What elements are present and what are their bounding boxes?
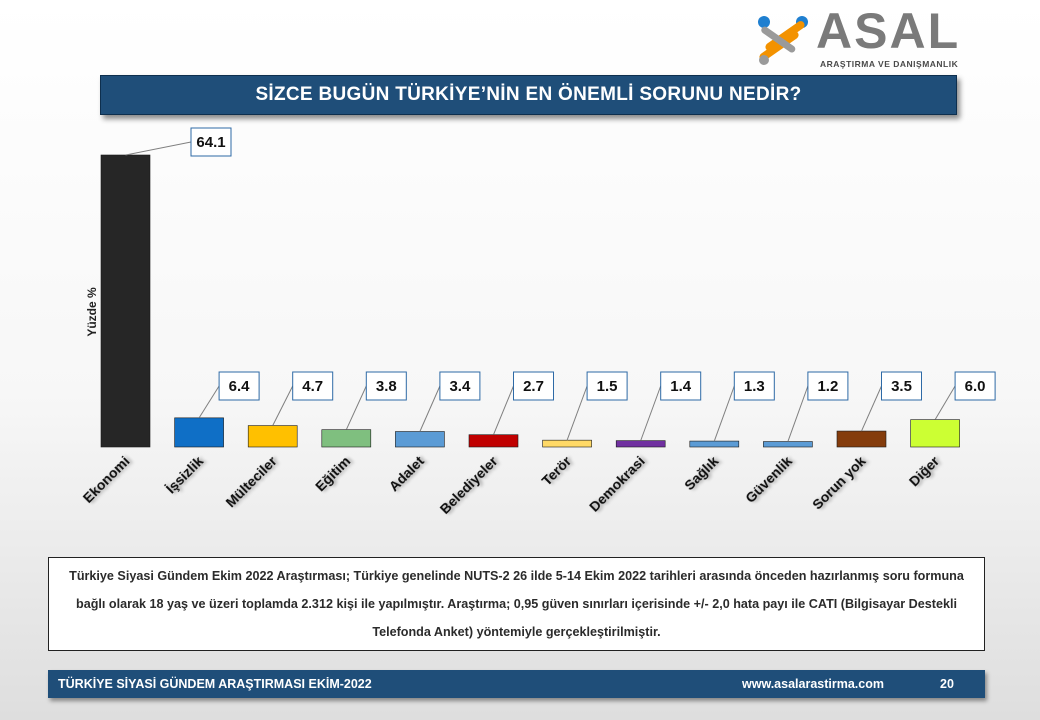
page-title: SİZCE BUGÜN TÜRKİYE’NİN EN ÖNEMLİ SORUNU… <box>255 84 802 105</box>
leader-line-sorun-yok <box>861 385 882 432</box>
bar-sorun-yok <box>836 430 887 448</box>
leader-line-belediyeler <box>493 385 514 435</box>
x-tick-label-güvenlik: Güvenlik <box>742 453 795 506</box>
methodology-note-text: Türkiye Siyasi Gündem Ekim 2022 Araştırm… <box>69 569 964 639</box>
data-label-box-ekonomi <box>190 127 232 157</box>
x-tick-label-sorun-yok: Sorun yok <box>809 453 869 513</box>
x-tick-label-adalet: Adalet <box>385 453 427 495</box>
leader-line-i̇şsizlik <box>198 385 220 419</box>
data-label-demokrasi: 1.4 <box>670 378 692 395</box>
data-label-box-demokrasi <box>660 371 702 401</box>
data-label-terör: 1.5 <box>597 378 618 395</box>
data-label-eğitim: 3.8 <box>376 378 397 395</box>
data-label-box-eğitim <box>365 371 407 401</box>
bar-adalet <box>395 431 445 448</box>
data-label-i̇şsizlik: 6.4 <box>229 378 251 395</box>
data-label-box-belediyeler <box>513 371 554 401</box>
logo-brand-text: ASAL <box>816 3 961 59</box>
leader-line-sağlık <box>713 385 735 442</box>
data-label-box-sağlık <box>733 371 775 401</box>
logo-tagline: ARAŞTIRMA VE DANIŞMANLIK <box>820 59 959 69</box>
data-label-ekonomi: 64.1 <box>196 134 225 151</box>
data-label-güvenlik: 1.2 <box>817 378 838 395</box>
data-label-sağlık: 1.3 <box>744 378 765 395</box>
x-tick-label-ekonomi: Ekonomi <box>79 453 132 506</box>
leader-line-diğer <box>934 385 956 420</box>
bar-güvenlik <box>763 441 813 448</box>
footer-bar: TÜRKİYE SİYASİ GÜNDEM ARAŞTIRMASI EKİM-2… <box>48 670 985 698</box>
data-label-mülteciler: 4.7 <box>302 378 323 395</box>
bar-belediyeler <box>468 434 519 448</box>
leader-line-ekonomi <box>125 141 192 156</box>
bar-chart: 64.1 6.4 4.7 3.8 3.4 2.7 1.5 1.4 1.3 1.2 3.5 6.0 Ek… <box>79 127 996 517</box>
page-number: 20 <box>940 677 954 691</box>
footer-url: www.asalarastirma.com <box>742 677 884 691</box>
bar-terör <box>542 439 592 448</box>
leader-line-güvenlik <box>787 385 809 442</box>
data-label-box-terör <box>586 371 628 401</box>
data-label-sorun-yok: 3.5 <box>891 378 912 395</box>
leader-line-eğitim <box>345 385 367 430</box>
data-label-adalet: 3.4 <box>449 378 471 395</box>
leader-line-terör <box>566 385 588 441</box>
title-bar: SİZCE BUGÜN TÜRKİYE’NİN EN ÖNEMLİ SORUNU… <box>100 75 957 115</box>
x-tick-label-belediyeler: Belediyeler <box>436 452 501 517</box>
data-label-box-güvenlik <box>807 371 849 401</box>
bar-diğer <box>910 419 960 448</box>
x-tick-label-mülteciler: Mülteciler <box>222 452 280 510</box>
x-tick-label-terör: Terör <box>538 452 574 488</box>
x-tick-label-eğitim: Eğitim <box>312 453 354 495</box>
x-tick-label-sağlık: Sağlık <box>681 453 722 494</box>
data-label-diğer: 6.0 <box>965 378 986 395</box>
bar-ekonomi <box>100 154 151 448</box>
data-label-box-diğer <box>954 371 996 401</box>
bar-demokrasi <box>615 440 666 448</box>
asal-logo: ASAL ARAŞTIRMA VE DANIŞMANLIK <box>752 3 962 76</box>
bar-mülteciler <box>247 425 298 448</box>
data-label-box-sorun-yok <box>881 371 922 401</box>
data-label-box-mülteciler <box>292 371 334 401</box>
leader-line-mülteciler <box>272 385 294 426</box>
leader-line-adalet <box>419 385 441 432</box>
methodology-note: Türkiye Siyasi Gündem Ekim 2022 Araştırm… <box>48 557 985 651</box>
x-tick-label-demokrasi: Demokrasi <box>586 453 648 515</box>
data-label-box-i̇şsizlik <box>218 371 260 401</box>
leader-line-demokrasi <box>640 385 662 441</box>
y-axis-label: Yüzde % <box>85 287 99 337</box>
bar-sağlık <box>689 440 740 448</box>
bar-i̇şsizlik <box>174 417 224 448</box>
data-label-belediyeler: 2.7 <box>523 378 544 395</box>
bar-eğitim <box>321 429 372 448</box>
x-tick-label-i̇şsizlik: İşsizlik <box>162 453 206 497</box>
logo-mark-icon <box>758 16 808 65</box>
x-tick-label-diğer: Diğer <box>906 452 943 489</box>
footer-survey-title: TÜRKİYE SİYASİ GÜNDEM ARAŞTIRMASI EKİM-2… <box>58 677 372 691</box>
data-label-box-adalet <box>439 371 481 401</box>
